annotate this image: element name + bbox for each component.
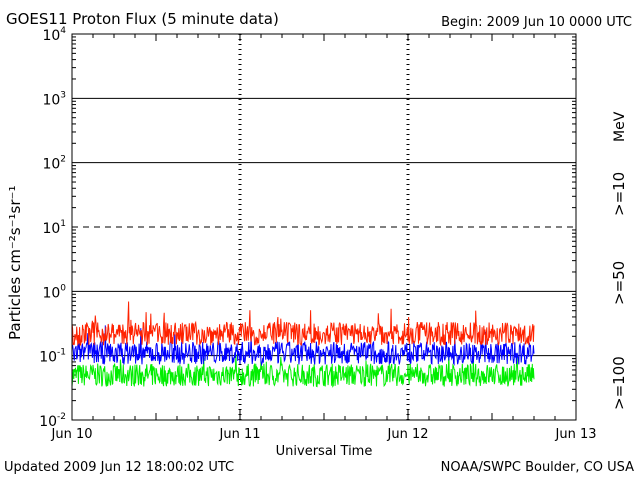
legend-series-50: >=50 [610,260,628,305]
x-tick-label: Jun 11 [219,427,261,442]
updated-time: Updated 2009 Jun 12 18:00:02 UTC [4,460,235,475]
y-tick-label: 104 [42,26,66,44]
series-line-ge100 [71,350,535,388]
x-tick-label: Jun 10 [51,427,93,442]
y-tick-labels: 10-2 10-1 100 101 102 103 104 [39,26,66,430]
x-tick-labels: Jun 10 Jun 11 Jun 12 Jun 13 [51,427,597,442]
legend-series-10: >=10 [610,171,628,216]
y-tick-label: 10-2 [39,412,66,430]
credit-text: NOAA/SWPC Boulder, CO USA [440,460,634,475]
x-axis-label: Universal Time [276,444,373,459]
plot-frame [71,33,577,421]
series-line-ge10 [71,301,535,347]
grid-lines [71,34,577,420]
y-tick-label: 102 [42,155,66,173]
series-line-ge50 [71,325,535,367]
x-tick-label: Jun 13 [555,427,597,442]
y-tick-label: 103 [42,90,66,108]
y-tick-label: 10-1 [39,348,66,366]
begin-time: Begin: 2009 Jun 10 0000 UTC [441,15,632,30]
chart-title: GOES11 Proton Flux (5 minute data) [6,10,279,28]
legend-unit: MeV [612,111,628,142]
y-tick-label: 100 [42,283,66,301]
x-tick-label: Jun 12 [387,427,429,442]
y-tick-label: 101 [42,219,66,237]
legend-series-100: >=100 [610,356,628,410]
series-lines [71,301,535,388]
y-axis-label: Particles cm⁻²s⁻¹sr⁻¹ [6,185,24,340]
